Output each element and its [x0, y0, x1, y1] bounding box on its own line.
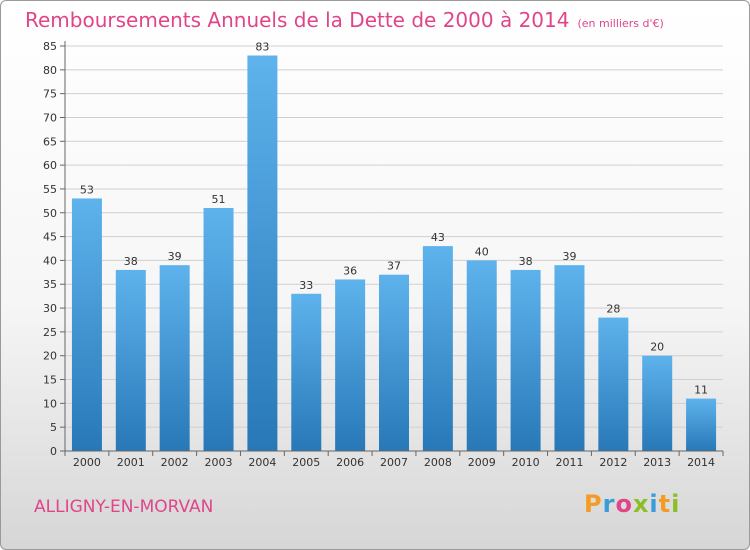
x-tick-label: 2014 [687, 456, 715, 469]
x-tick-label: 2009 [468, 456, 496, 469]
logo-letter: x [632, 490, 650, 518]
logo-letter: r [602, 490, 616, 518]
y-tick-label: 55 [43, 183, 57, 196]
x-tick-label: 2004 [248, 456, 276, 469]
bar-value-label: 51 [212, 193, 226, 206]
x-tick-label: 2013 [643, 456, 671, 469]
y-tick-label: 60 [43, 159, 57, 172]
y-tick-label: 65 [43, 135, 57, 148]
x-tick-label: 2012 [599, 456, 627, 469]
chart-subtitle: (en milliers d'€) [577, 17, 664, 30]
proxiti-logo: Proxiti [584, 490, 680, 518]
bar [554, 265, 585, 451]
bar-value-label: 33 [299, 279, 313, 292]
x-tick-label: 2001 [117, 456, 145, 469]
bar-value-label: 43 [431, 231, 445, 244]
x-tick-label: 2006 [336, 456, 364, 469]
logo-letter: o [615, 490, 633, 518]
x-tick-label: 2008 [424, 456, 452, 469]
bar [203, 208, 234, 451]
y-tick-label: 75 [43, 88, 57, 101]
y-axis: 0 5 10 15 20 25 30 35 40 45 50 55 60 65 70 75 80 85 [43, 40, 66, 458]
y-tick-label: 85 [43, 40, 57, 53]
bar-value-label: 39 [562, 250, 576, 263]
bar [115, 269, 146, 451]
y-tick-label: 40 [43, 254, 57, 267]
x-tick-label: 2007 [380, 456, 408, 469]
logo-letter: i [671, 490, 681, 518]
bar-value-label: 83 [255, 41, 269, 54]
bar [422, 246, 453, 451]
y-tick-label: 30 [43, 302, 57, 315]
bar-value-label: 37 [387, 260, 401, 273]
bar-value-label: 28 [606, 303, 620, 316]
city-name: ALLIGNY-EN-MORVAN [34, 497, 214, 517]
y-tick-label: 15 [43, 374, 57, 387]
chart-title: Remboursements Annuels de la Dette de 20… [25, 8, 664, 32]
bar [159, 265, 190, 451]
bar [291, 293, 322, 451]
logo-letter: P [584, 490, 603, 518]
x-tick-label: 2005 [292, 456, 320, 469]
x-tick-label: 2010 [512, 456, 540, 469]
bar [642, 355, 673, 451]
bar-value-label: 53 [80, 183, 94, 196]
y-tick-label: 25 [43, 326, 57, 339]
bar-value-label: 11 [694, 384, 708, 397]
bar [379, 274, 409, 451]
bar-value-label: 20 [650, 341, 664, 354]
bar-value-label: 40 [475, 245, 489, 258]
x-axis: 2000 2001 2002 2003 2004 2005 2006 2007 2008 2009… [64, 450, 724, 469]
bar-value-label: 38 [124, 255, 138, 268]
bar-value-label: 38 [519, 255, 533, 268]
bar-value-label: 39 [168, 250, 182, 263]
y-tick-label: 35 [43, 278, 57, 291]
bar-value-label: 36 [343, 264, 357, 277]
y-tick-label: 5 [50, 421, 57, 434]
bar [71, 198, 102, 451]
logo-letter: t [658, 490, 672, 518]
x-tick-label: 2002 [161, 456, 189, 469]
y-tick-label: 50 [43, 207, 57, 220]
chart-title-text: Remboursements Annuels de la Dette de 20… [25, 8, 570, 32]
bars: 53 38 39 51 83 33 36 37 43 40 38 39 28 20 11 [71, 41, 717, 451]
bar [510, 269, 541, 451]
y-tick-label: 70 [43, 111, 57, 124]
y-tick-label: 10 [43, 397, 57, 410]
x-tick-label: 2011 [555, 456, 583, 469]
y-tick-label: 0 [50, 445, 57, 458]
x-tick-label: 2003 [205, 456, 233, 469]
logo-letter: i [649, 490, 659, 518]
bar [598, 317, 629, 451]
bar [686, 398, 717, 451]
x-tick-label: 2000 [73, 456, 101, 469]
y-tick-label: 45 [43, 231, 57, 244]
bar [466, 260, 497, 451]
bar [335, 279, 366, 451]
y-tick-label: 80 [43, 64, 57, 77]
bar [247, 55, 278, 451]
y-tick-label: 20 [43, 350, 57, 363]
